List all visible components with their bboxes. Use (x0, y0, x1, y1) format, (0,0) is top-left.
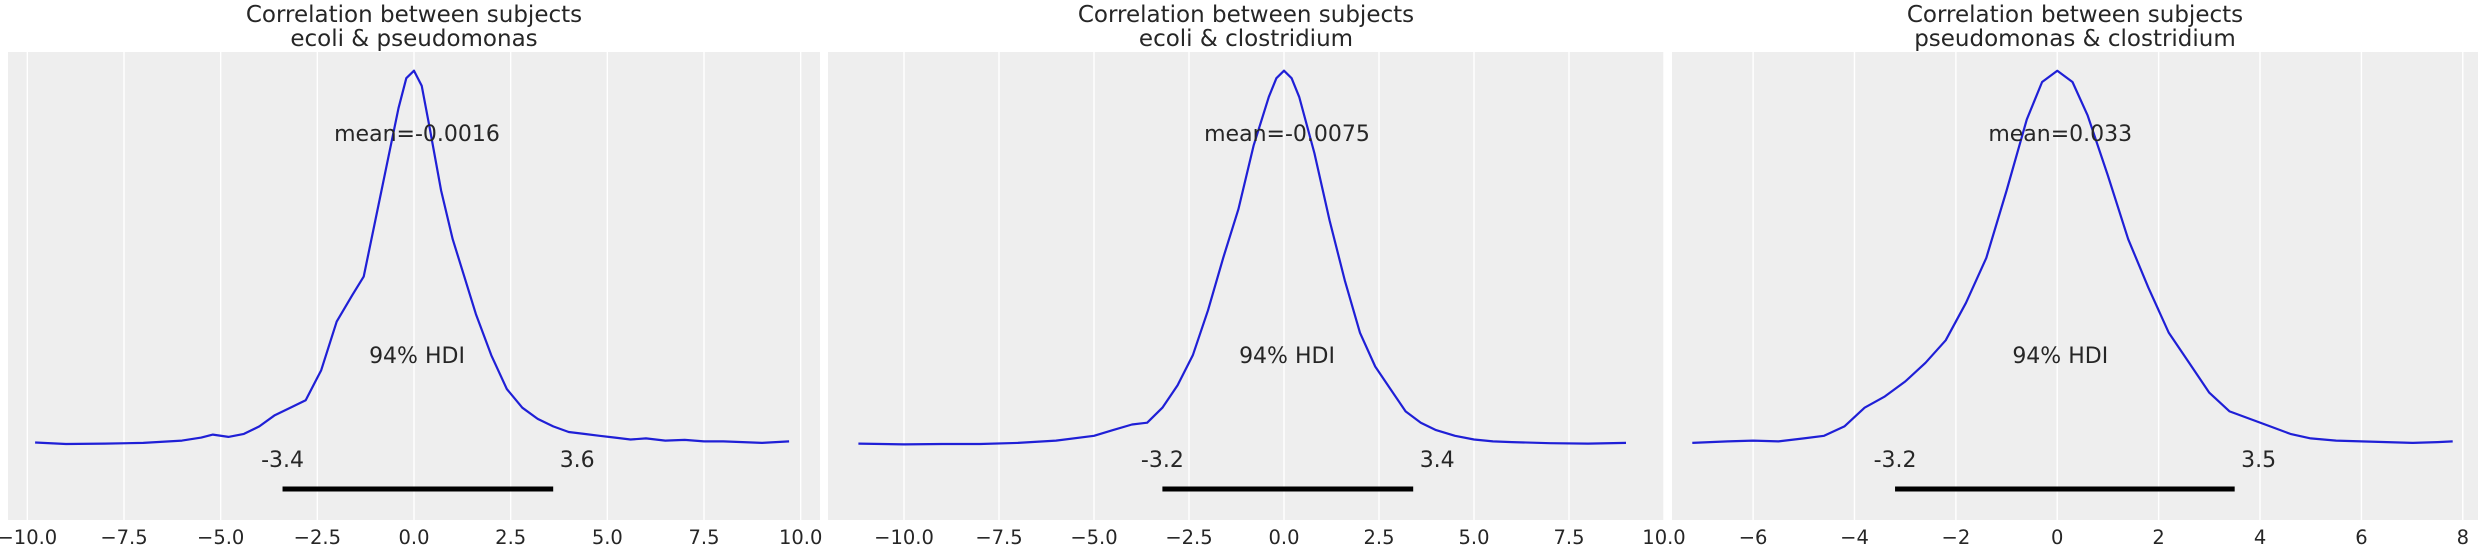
x-tick-label: −10.0 (874, 526, 934, 549)
x-tick-label: −5.0 (197, 526, 244, 549)
x-tick-label: 7.5 (688, 526, 719, 549)
hdi-label: 94% HDI (369, 344, 465, 369)
panel-subtitle: pseudomonas & clostridium (1914, 26, 2236, 52)
mean-label: mean=0.033 (1988, 122, 2132, 147)
panel-1: mean=-0.0016 94% HDI -3.4 3.6 −10.0 −7.5 −5.0 −… (0, 2, 822, 549)
plot-area (1672, 52, 2478, 520)
x-tick-label: −2.5 (294, 526, 341, 549)
panel-title: Correlation between subjects (1907, 2, 2243, 28)
panel-subtitle: ecoli & clostridium (1139, 26, 1353, 52)
x-tick-label: 4 (2254, 526, 2266, 549)
mean-label: mean=-0.0075 (1204, 122, 1370, 147)
x-tick-label: 8 (2457, 526, 2469, 549)
x-tick-label: −2 (1941, 526, 1970, 549)
x-tick-label: −5.0 (1070, 526, 1117, 549)
x-tick-label: 5.0 (1458, 526, 1489, 549)
density-curve (858, 69, 1627, 446)
x-tick-label: 10.0 (1642, 526, 1685, 549)
hdi-high-label: 3.6 (560, 448, 595, 473)
x-tick-label: −7.5 (100, 526, 147, 549)
hdi-label: 94% HDI (2012, 344, 2108, 369)
x-tick-label: −7.5 (975, 526, 1022, 549)
x-tick-label: −6 (1739, 526, 1768, 549)
x-tick-label: 5.0 (592, 526, 623, 549)
panel-title: Correlation between subjects (1078, 2, 1414, 28)
x-tick-label: 10.0 (779, 526, 822, 549)
density-curve (1692, 69, 2453, 444)
panel-3: mean=0.033 94% HDI -3.2 3.5 −6 −4 −2 0 2 4 6 8 Corre… (1672, 2, 2478, 549)
hdi-label: 94% HDI (1239, 344, 1335, 369)
panel-title: Correlation between subjects (246, 2, 582, 28)
x-tick-label: 6 (2355, 526, 2367, 549)
x-tick-label: 2 (2152, 526, 2164, 549)
x-tick-label: 0 (2051, 526, 2063, 549)
hdi-low-label: -3.2 (1141, 448, 1184, 473)
x-tick-label: 0.0 (1268, 526, 1299, 549)
x-tick-label: 7.5 (1553, 526, 1584, 549)
x-tick-label: 0.0 (398, 526, 429, 549)
mean-label: mean=-0.0016 (334, 122, 500, 147)
panel-subtitle: ecoli & pseudomonas (290, 26, 537, 52)
hdi-high-label: 3.4 (1420, 448, 1455, 473)
panel-2: mean=-0.0075 94% HDI -3.2 3.4 −10.0 −7.5 −5.0 −… (828, 2, 1686, 549)
x-tick-label: −4 (1840, 526, 1869, 549)
x-tick-label: −2.5 (1165, 526, 1212, 549)
x-tick-label: −10.0 (0, 526, 57, 549)
x-tick-label: 2.5 (495, 526, 526, 549)
hdi-low-label: -3.2 (1874, 448, 1917, 473)
hdi-low-label: -3.4 (261, 448, 304, 473)
x-tick-label: 2.5 (1363, 526, 1394, 549)
density-curve (35, 69, 790, 446)
hdi-high-label: 3.5 (2241, 448, 2276, 473)
